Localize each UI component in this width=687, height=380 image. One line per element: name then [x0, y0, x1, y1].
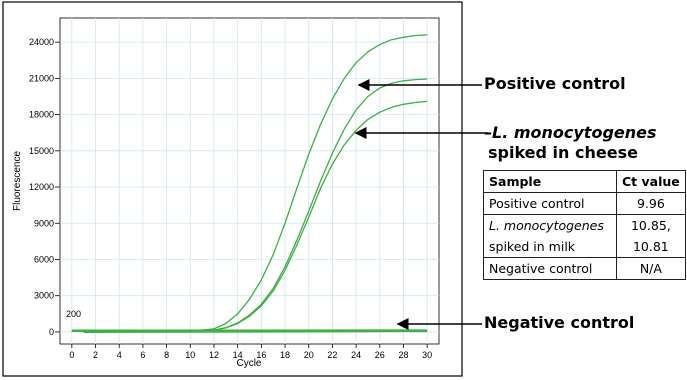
x-tick-label: 30 — [422, 350, 432, 360]
x-tick-label: 28 — [398, 350, 408, 360]
x-tick-label: 12 — [209, 350, 219, 360]
amplification-curve — [83, 331, 428, 334]
y-tick-label: 15000 — [29, 146, 54, 156]
y-tick-label: 18000 — [29, 110, 54, 120]
table-cell-species: L. monocytogenes — [489, 218, 604, 233]
table-header-ct: Ct value — [616, 170, 686, 193]
annotation-spiked-line2: spiked in cheese — [488, 143, 638, 162]
y-tick-label: 9000 — [34, 218, 54, 228]
x-tick-label: 16 — [256, 350, 266, 360]
annotation-negative-control: Negative control — [484, 313, 634, 333]
chart-frame — [2, 1, 463, 377]
annotation-spiked-cheese: –L. monocytogenes spiked in cheese — [484, 123, 657, 162]
y-tick-label: 12000 — [29, 182, 54, 192]
x-tick-label: 26 — [375, 350, 385, 360]
annotation-positive-control: Positive control — [484, 74, 626, 94]
table-cell-ct: 10.85, — [616, 214, 686, 236]
ct-value-table: Sample Ct value Positive control 9.96 L.… — [483, 170, 686, 280]
table-row: spiked in milk 10.81 — [483, 236, 686, 258]
table-cell-ct: 10.81 — [616, 236, 686, 258]
x-tick-label: 6 — [140, 350, 145, 360]
y-tick-label: 0 — [49, 327, 54, 337]
x-tick-label: 14 — [233, 350, 243, 360]
table-header-row: Sample Ct value — [483, 170, 686, 193]
x-tick-label: 24 — [351, 350, 361, 360]
x-tick-label: 2 — [93, 350, 98, 360]
x-tick-label: 0 — [69, 350, 74, 360]
x-tick-label: 8 — [164, 350, 169, 360]
table-cell-sample: spiked in milk — [483, 236, 617, 258]
x-tick-label: 22 — [327, 350, 337, 360]
table-cell-sample: L. monocytogenes — [483, 214, 617, 236]
y-tick-label: 21000 — [29, 73, 54, 83]
y-tick-label: 3000 — [34, 291, 54, 301]
table-cell-sample: Negative control — [483, 257, 617, 280]
y-axis-label: Fluorescence — [12, 151, 23, 211]
x-tick-label: 18 — [280, 350, 290, 360]
table-cell-sample: Positive control — [483, 192, 617, 215]
table-cell-ct: 9.96 — [616, 192, 686, 215]
y-tick-label: 24000 — [29, 37, 54, 47]
x-tick-label: 10 — [185, 350, 195, 360]
plot-area — [59, 17, 440, 345]
table-cell-ct: N/A — [616, 257, 686, 280]
table-header-sample: Sample — [483, 170, 617, 193]
annotation-spiked-line1: L. monocytogenes — [492, 123, 657, 142]
y-tick-label: 6000 — [34, 254, 54, 264]
x-axis-label: Cycle — [236, 358, 261, 369]
table-row: Positive control 9.96 — [483, 192, 686, 215]
table-row: Negative control N/A — [483, 257, 686, 280]
x-tick-label: 4 — [117, 350, 122, 360]
threshold-label: 200 — [66, 309, 81, 319]
annotation-positive-text: Positive control — [484, 74, 626, 93]
x-tick-label: 20 — [304, 350, 314, 360]
table-row: L. monocytogenes 10.85, — [483, 214, 686, 236]
annotation-negative-text: Negative control — [484, 313, 635, 332]
